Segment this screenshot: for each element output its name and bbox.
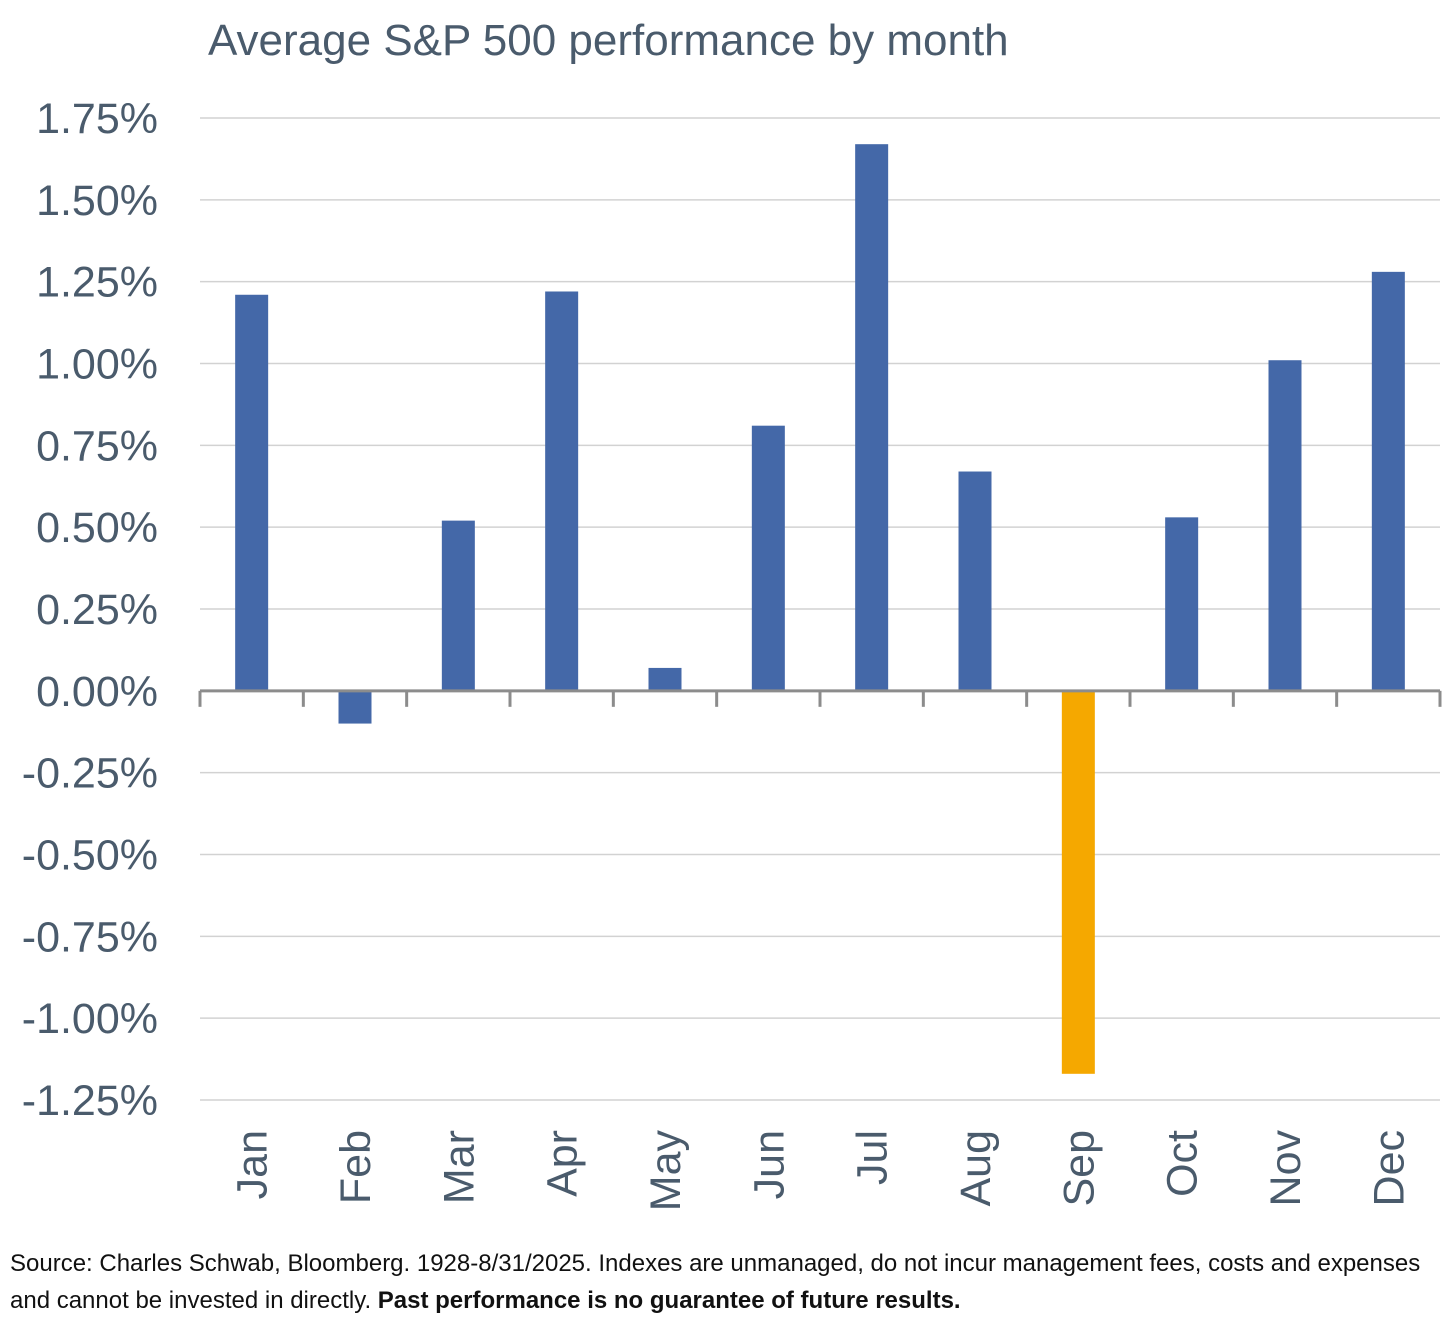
bar-jul (855, 144, 889, 691)
source-note: Source: Charles Schwab, Bloomberg. 1928-… (10, 1245, 1446, 1319)
y-tick-label: 1.25% (36, 259, 158, 307)
x-tick-label-aug: Aug (952, 1130, 1000, 1207)
y-tick-label: 1.75% (36, 95, 158, 143)
bar-oct (1165, 517, 1199, 691)
bar-apr (545, 291, 579, 691)
x-tick-label-jan: Jan (229, 1130, 277, 1199)
y-tick-label: 1.50% (36, 177, 158, 225)
bar-dec (1371, 271, 1405, 691)
bar-may (648, 667, 682, 691)
x-tick-label-dec: Dec (1365, 1130, 1413, 1206)
bar-nov (1268, 360, 1302, 691)
x-tick-label-jun: Jun (745, 1130, 793, 1199)
x-axis (198, 689, 1442, 707)
bar-mar (441, 520, 475, 691)
bar-jun (751, 425, 785, 691)
source-text: Source: Charles Schwab, Bloomberg. 1928-… (10, 1250, 1421, 1314)
y-tick-label: -0.50% (22, 832, 158, 880)
y-axis-tick-labels: 1.75% 1.50% 1.25% 1.00% 0.75% 0.50% 0.25% 0.00%… (22, 95, 158, 1125)
disclaimer-text: Past performance is no guarantee of futu… (377, 1287, 961, 1314)
x-axis-category-labels: Jan Feb Mar Apr May Jun Jul Aug Sep Oct Nov Dec (229, 1130, 1414, 1212)
bars (235, 144, 1405, 1074)
x-tick-label-nov: Nov (1262, 1130, 1310, 1207)
x-tick-label-apr: Apr (539, 1130, 587, 1197)
x-tick-label-feb: Feb (332, 1130, 380, 1204)
x-tick-label-may: May (642, 1130, 690, 1212)
x-tick-label-mar: Mar (435, 1130, 483, 1204)
bar-sep (1061, 690, 1095, 1074)
bar-chart: 1.75% 1.50% 1.25% 1.00% 0.75% 0.50% 0.25% 0.00%… (22, 95, 1442, 1212)
y-tick-label: 1.00% (36, 341, 158, 389)
y-tick-label: 0.75% (36, 422, 158, 470)
y-tick-label: 0.25% (36, 586, 158, 634)
y-tick-label: -1.25% (22, 1077, 158, 1125)
y-tick-label: -0.25% (22, 750, 158, 798)
bar-jan (235, 294, 269, 691)
chart-title: Average S&P 500 performance by month (208, 16, 1009, 65)
bar-feb (338, 690, 372, 724)
gridlines (200, 117, 1440, 1101)
x-tick-label-jul: Jul (849, 1130, 897, 1185)
x-tick-label-oct: Oct (1159, 1130, 1207, 1197)
y-tick-label: 0.00% (36, 668, 158, 716)
y-tick-label: 0.50% (36, 504, 158, 552)
y-tick-label: -0.75% (22, 913, 158, 961)
x-tick-label-sep: Sep (1055, 1130, 1103, 1207)
bar-aug (958, 471, 992, 691)
y-tick-label: -1.00% (22, 995, 158, 1043)
